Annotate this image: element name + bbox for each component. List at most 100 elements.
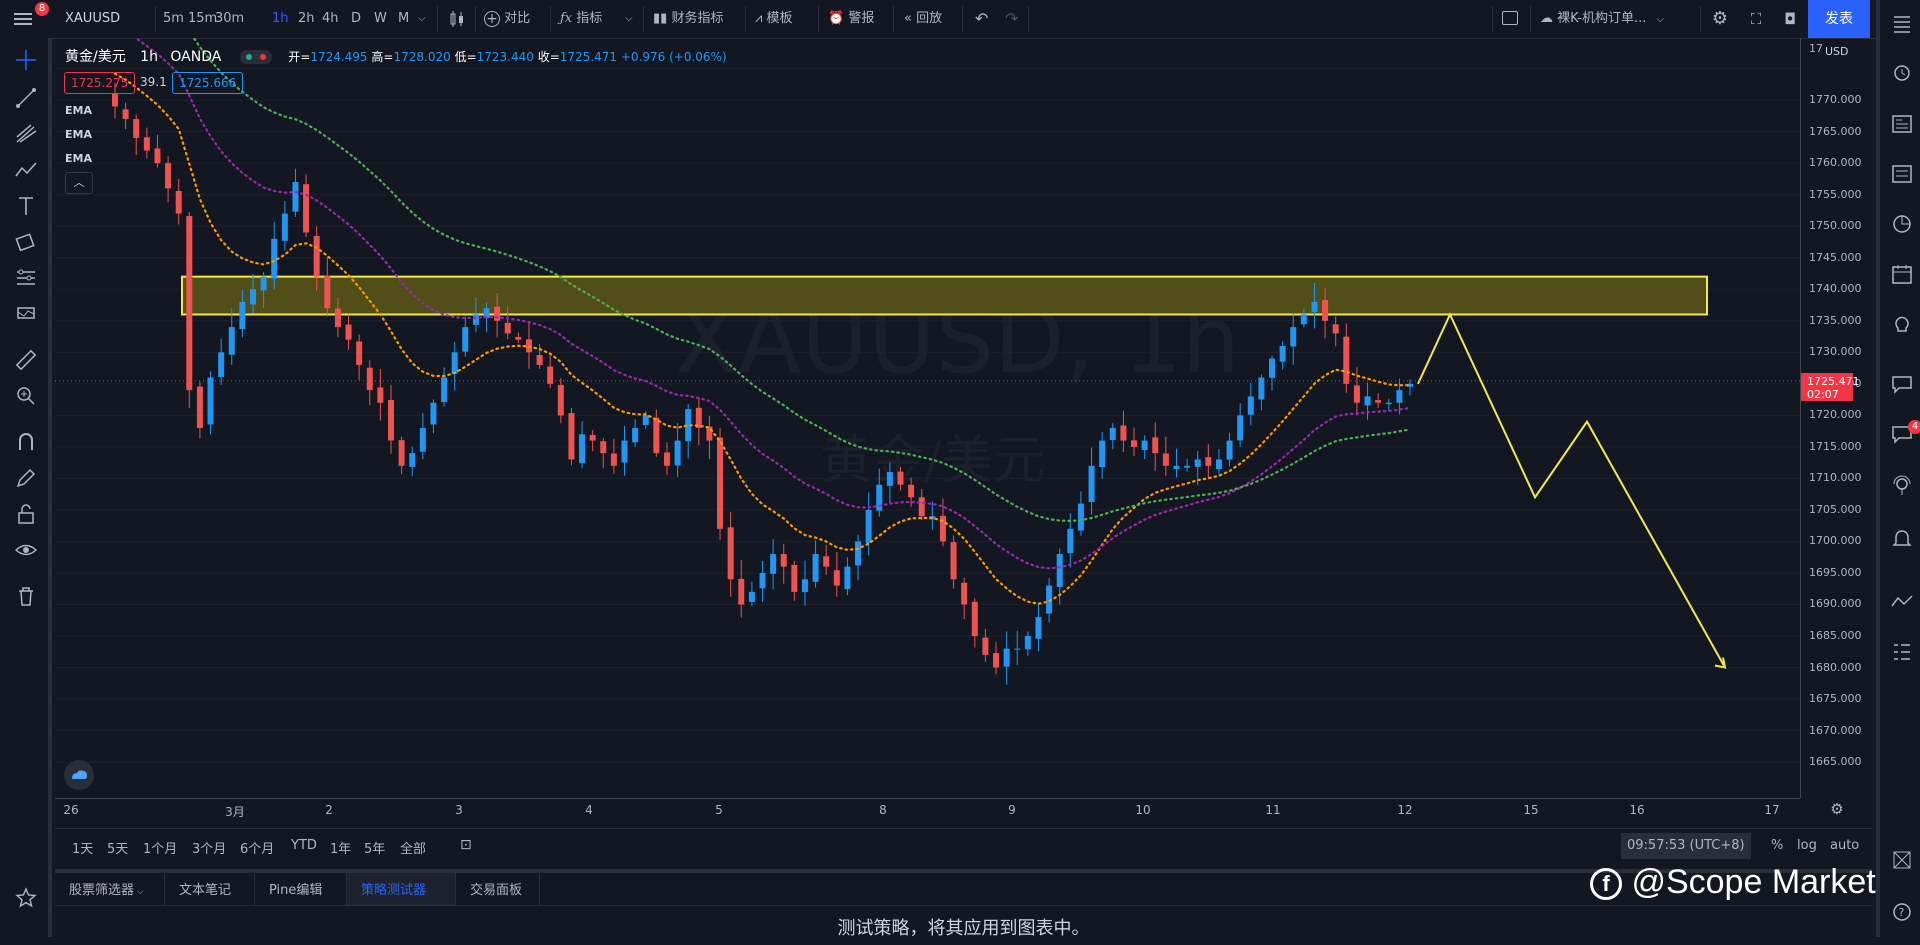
chat-icon[interactable]: [1890, 372, 1914, 396]
interval-5m[interactable]: 5m: [163, 11, 184, 26]
ema-legend-3[interactable]: EMA: [65, 152, 92, 165]
range-button[interactable]: 5年: [364, 842, 386, 857]
panel-tab[interactable]: 文本笔记: [165, 873, 255, 909]
publish-button[interactable]: 发表: [1808, 0, 1870, 38]
pattern-help-icon[interactable]: [1890, 848, 1914, 872]
watchlist-icon[interactable]: [1890, 12, 1914, 36]
interval-2h[interactable]: 2h: [298, 11, 315, 26]
tradingview-logo-icon[interactable]: [64, 760, 94, 790]
help-icon[interactable]: ?: [1890, 900, 1914, 924]
star-icon[interactable]: [14, 886, 38, 910]
financials-button[interactable]: ▮▮ 财务指标: [653, 11, 724, 26]
zoom-in-icon[interactable]: [14, 384, 38, 408]
news-icon[interactable]: [1890, 112, 1914, 136]
interval-d[interactable]: D: [351, 11, 362, 26]
range-button[interactable]: 6个月: [240, 842, 275, 857]
trash-icon[interactable]: [14, 584, 38, 608]
ema-mid-line[interactable]: [115, 38, 1412, 570]
price-axis[interactable]: 17 USD 1770.000 1765.000 1760.000 1755.000 1…: [1800, 38, 1873, 798]
shapes-icon[interactable]: [14, 230, 38, 254]
ema-legend-1[interactable]: EMA: [65, 104, 92, 117]
interval-30m[interactable]: 30m: [215, 11, 245, 26]
range-button[interactable]: 5天: [107, 842, 129, 857]
fullscreen-icon[interactable]: ⛶: [1750, 10, 1762, 28]
ask-price[interactable]: 1725.666: [172, 72, 244, 94]
streams-icon[interactable]: [1890, 474, 1914, 498]
ideas-icon[interactable]: [1890, 312, 1914, 336]
resistance-zone[interactable]: [181, 275, 1708, 316]
magnet-icon[interactable]: [14, 430, 38, 454]
layout-select-icon[interactable]: [1502, 11, 1518, 25]
interval-1h[interactable]: 1h: [272, 11, 289, 26]
hotlist-icon[interactable]: [1890, 212, 1914, 236]
calendar-icon[interactable]: [1890, 262, 1914, 286]
ruler-icon[interactable]: [14, 348, 38, 372]
interval-4h[interactable]: 4h: [322, 11, 339, 26]
projection-path[interactable]: [1417, 312, 1726, 669]
candle-type-icon[interactable]: [447, 9, 467, 33]
indicators-button[interactable]: ƒx 指标: [560, 11, 603, 26]
undo-icon[interactable]: ↶: [975, 9, 989, 28]
layout-name[interactable]: ☁ 裸K-机构订单... ⌵: [1540, 11, 1665, 26]
axis-currency: USD: [1825, 45, 1849, 58]
range-button[interactable]: 1天: [72, 842, 94, 857]
range-button[interactable]: YTD: [291, 838, 317, 853]
lock-icon[interactable]: [14, 502, 38, 526]
candle-body: [1077, 503, 1084, 531]
alert-button[interactable]: ⏰ 警报: [828, 11, 875, 26]
depth-of-market-icon[interactable]: [1890, 590, 1914, 614]
menu-icon[interactable]: [14, 10, 32, 28]
visibility-toggle[interactable]: [239, 50, 272, 64]
measure-lines-icon[interactable]: [14, 266, 38, 290]
redo-icon[interactable]: ↷: [1005, 9, 1019, 28]
interval-w[interactable]: W: [374, 11, 387, 26]
pattern-icon[interactable]: [14, 158, 38, 182]
time-tick-label: 8: [879, 803, 887, 817]
panel-tab[interactable]: 交易面板: [456, 873, 540, 909]
trend-line-icon[interactable]: [14, 86, 38, 110]
goto-date-icon[interactable]: ⊡: [460, 837, 472, 853]
panel-tab[interactable]: 股票筛选器 ⌵: [55, 873, 165, 909]
panel-tab[interactable]: 策略测试器: [347, 873, 456, 909]
data-window-icon[interactable]: [1890, 162, 1914, 186]
object-tree-icon[interactable]: [1890, 640, 1914, 664]
range-button[interactable]: 全部: [400, 842, 427, 857]
alarm-clock-icon[interactable]: [1890, 60, 1914, 84]
notifications-icon[interactable]: [1890, 526, 1914, 550]
price-chart[interactable]: XAUUSD, 1h 黄金/美元: [55, 38, 1800, 798]
time-axis[interactable]: 26 3月 2 3 4 5 8 9 10 11 12 15 16 17: [55, 798, 1800, 823]
eye-icon[interactable]: [14, 538, 38, 562]
range-button[interactable]: 1年: [330, 842, 352, 857]
log-toggle[interactable]: log: [1797, 838, 1817, 853]
pencil-lock-icon[interactable]: [14, 466, 38, 490]
interval-m[interactable]: M: [398, 11, 410, 26]
auto-toggle[interactable]: auto: [1830, 838, 1860, 853]
pitchfork-icon[interactable]: [14, 122, 38, 146]
text-icon[interactable]: [14, 194, 38, 218]
replay-button[interactable]: « 回放: [904, 11, 943, 26]
plus-circle-icon: +: [484, 10, 500, 27]
candle-body: [1396, 390, 1403, 403]
ema-slow-line[interactable]: [115, 38, 1412, 523]
clock-display[interactable]: 09:57:53 (UTC+8): [1621, 833, 1751, 859]
panel-tab[interactable]: Pine编辑器: [255, 873, 347, 934]
chevron-down-icon[interactable]: ⌵: [625, 13, 633, 24]
ema-fast-line[interactable]: [113, 72, 1412, 605]
ema-legend-2[interactable]: EMA: [65, 128, 92, 141]
gear-icon[interactable]: ⚙: [1830, 800, 1844, 818]
symbol-search[interactable]: XAUUSD: [65, 11, 121, 26]
chevron-down-icon[interactable]: ⌵: [418, 13, 426, 24]
range-button[interactable]: 1个月: [143, 842, 178, 857]
compare-button[interactable]: + 对比: [484, 0, 530, 38]
bid-price[interactable]: 1725.275: [64, 72, 136, 94]
gear-icon[interactable]: ⚙: [1711, 8, 1729, 29]
templates-button[interactable]: ⩘ 模板: [755, 11, 793, 26]
collapse-legend-button[interactable]: ︿: [65, 172, 93, 194]
percent-toggle[interactable]: %: [1771, 838, 1784, 853]
range-button[interactable]: 3个月: [192, 842, 227, 857]
camera-icon[interactable]: ◘: [1784, 10, 1796, 28]
crosshair-icon[interactable]: [14, 48, 38, 72]
interval-15m[interactable]: 15m: [188, 11, 218, 26]
flag-icon[interactable]: [14, 302, 38, 326]
candle-body: [112, 93, 118, 107]
